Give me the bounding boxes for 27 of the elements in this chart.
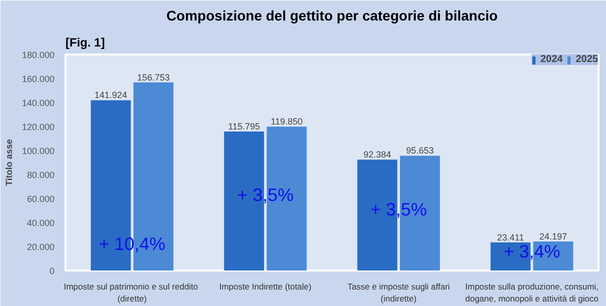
data-label: 119.850 xyxy=(270,116,303,127)
y-tick-label: 160.000 xyxy=(22,74,55,84)
y-tick-label: 140.000 xyxy=(22,98,55,108)
x-tick-label: Imposte sulla produzione, consumi, dogane, monopoli e attività di gioco xyxy=(465,282,599,304)
y-tick-label: 40.000 xyxy=(26,218,55,228)
x-tick-label: Imposte Indirette (totale) xyxy=(219,282,312,292)
data-label: 23.411 xyxy=(497,232,524,242)
data-label: 115.795 xyxy=(228,122,260,132)
chart-title: Composizione del gettito per categorie di bilancio xyxy=(166,8,498,24)
text: [Fig. 1] xyxy=(66,36,105,50)
x-tick-label: Tasse e imposte sugli affari (indirette) xyxy=(347,282,450,304)
y-tick-label: 80.000 xyxy=(26,170,55,180)
y-tick-label: 180.000 xyxy=(22,50,55,60)
legend-label: 2024 xyxy=(540,54,563,65)
data-label: 141.924 xyxy=(94,90,128,100)
data-label: 92.384 xyxy=(364,150,392,160)
y-tick-label: 20.000 xyxy=(26,242,55,252)
x-tick-label: Imposte sul patrimonio e sul reddito (dirette) xyxy=(64,282,198,304)
data-label: 156.753 xyxy=(137,72,170,82)
y-axis-title: Titolo asse xyxy=(4,139,14,186)
legend-label: 2025 xyxy=(576,54,598,65)
data-label: 95.653 xyxy=(406,146,434,156)
data-label: 24.197 xyxy=(539,231,567,242)
y-tick-label: 100.000 xyxy=(22,146,55,156)
y-tick-label: 60.000 xyxy=(26,194,55,204)
y-tick-label: 0 xyxy=(49,266,55,276)
y-tick-label: 120.000 xyxy=(22,122,55,132)
